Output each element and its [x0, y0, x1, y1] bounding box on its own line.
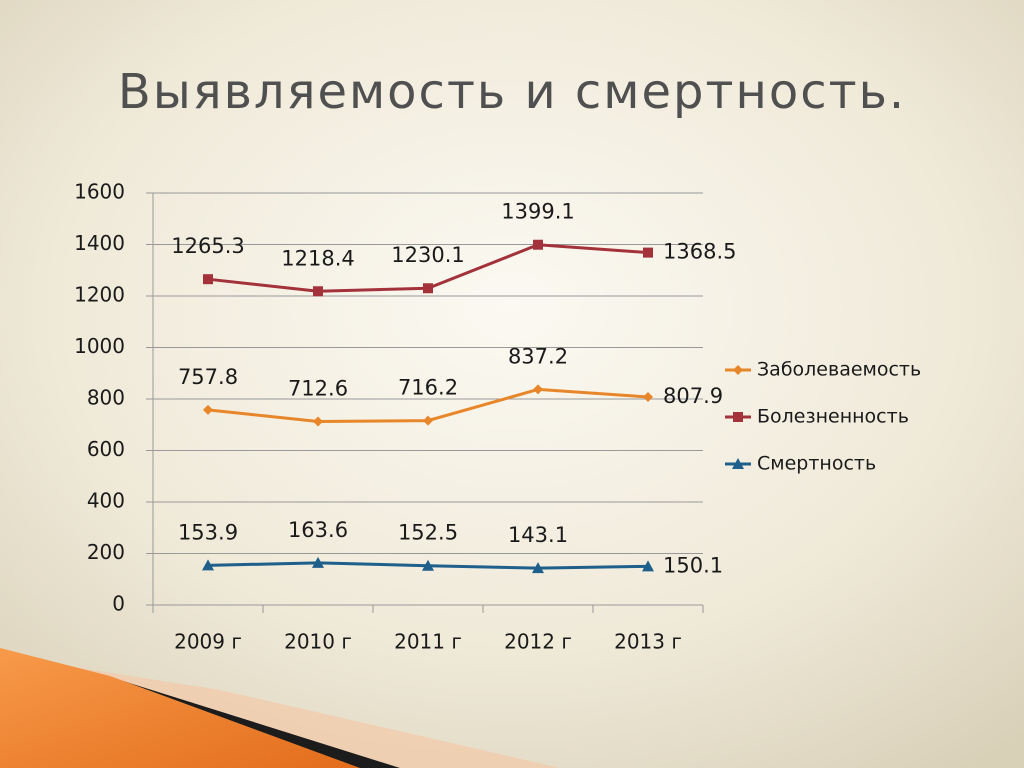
marker [203, 404, 213, 415]
x-tick-label: 2012 г [504, 630, 572, 654]
data-label: 150.1 [663, 553, 723, 577]
marker [202, 559, 214, 571]
data-label: 1265.3 [171, 234, 244, 258]
marker [203, 274, 213, 285]
marker [533, 239, 543, 250]
x-tick-label: 2010 г [284, 630, 352, 654]
data-label: 163.6 [288, 518, 348, 542]
legend-label: Болезненность [757, 406, 909, 428]
data-label: 143.1 [508, 523, 568, 547]
data-label: 1218.4 [281, 246, 354, 270]
marker [312, 556, 324, 568]
legend-label: Заболеваемость [757, 359, 921, 381]
data-label: 1399.1 [501, 200, 574, 224]
y-tick-label: 1400 [74, 231, 125, 255]
data-label: 1230.1 [391, 243, 464, 267]
y-tick-label: 600 [87, 437, 125, 461]
y-tick-label: 0 [112, 592, 125, 616]
y-tick-label: 1600 [74, 180, 125, 204]
data-label: 716.2 [398, 376, 458, 400]
marker [422, 559, 434, 571]
y-tick-label: 800 [87, 386, 125, 410]
y-tick-label: 400 [87, 489, 125, 513]
y-tick-label: 1000 [74, 334, 125, 358]
data-label: 837.2 [508, 344, 568, 368]
chart: 0 200 400 600 800 1000 1200 1400 1600 2009 г 2010 … [74, 180, 921, 654]
marker [313, 416, 323, 427]
marker [733, 412, 743, 422]
data-label: 807.9 [663, 384, 723, 408]
marker [532, 562, 544, 574]
x-tick-label: 2013 г [614, 630, 682, 654]
x-tick-label: 2011 г [394, 630, 462, 654]
marker [313, 286, 323, 297]
decor-orange [0, 648, 360, 768]
marker [643, 247, 653, 258]
marker [423, 415, 433, 426]
data-label: 152.5 [398, 521, 458, 545]
data-label: 712.6 [288, 377, 348, 401]
data-label: 757.8 [178, 365, 238, 389]
slide-title: Выявляемость и смертность. [118, 64, 906, 120]
marker [533, 384, 543, 395]
y-tick-label: 1200 [74, 283, 125, 307]
data-label: 1368.5 [663, 240, 736, 264]
y-tick-label: 200 [87, 540, 125, 564]
data-label: 153.9 [178, 520, 238, 544]
marker [423, 283, 433, 294]
marker [643, 391, 653, 402]
marker [733, 365, 743, 375]
legend-label: Смертность [757, 453, 876, 475]
marker [642, 560, 654, 572]
x-tick-label: 2009 г [174, 630, 242, 654]
marker [732, 458, 744, 469]
